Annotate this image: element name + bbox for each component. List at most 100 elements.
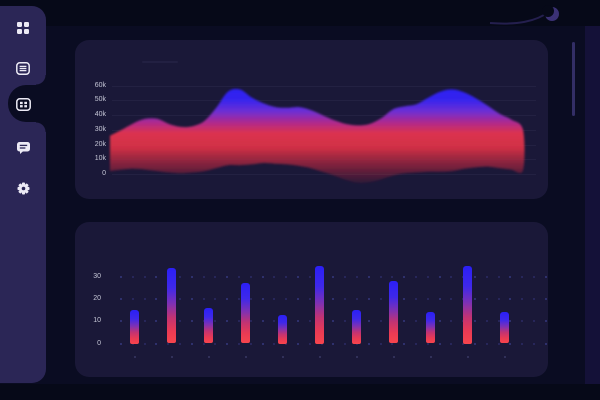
grid-dot bbox=[356, 342, 358, 345]
grid-dot bbox=[474, 320, 476, 323]
sidebar-item-overview-active[interactable] bbox=[0, 86, 46, 122]
grid-dot bbox=[415, 297, 417, 300]
y-tick-label: 10 bbox=[93, 317, 101, 325]
grid-dot bbox=[509, 320, 512, 323]
grid-dot bbox=[190, 275, 193, 278]
grid-dot bbox=[544, 275, 547, 278]
grid-dot bbox=[391, 342, 394, 345]
grid-dot bbox=[403, 342, 406, 345]
grid-dot bbox=[155, 342, 158, 345]
bar[interactable] bbox=[351, 310, 361, 344]
x-axis-marker-dot bbox=[393, 356, 395, 358]
grid-dot bbox=[131, 342, 134, 345]
x-axis-marker-dot bbox=[504, 356, 506, 358]
right-gutter bbox=[548, 26, 585, 384]
grid-dot bbox=[415, 275, 417, 278]
bar[interactable] bbox=[166, 267, 176, 344]
grid-dot bbox=[214, 320, 217, 323]
grid-dot bbox=[462, 342, 465, 345]
grid-dot bbox=[521, 297, 524, 300]
grid-dot bbox=[238, 320, 240, 323]
grid-dot bbox=[450, 342, 453, 345]
grid-dot bbox=[273, 320, 276, 323]
gridline bbox=[112, 100, 536, 102]
grid-dot bbox=[438, 297, 441, 300]
grid-dot bbox=[533, 275, 535, 278]
grid-dot bbox=[308, 342, 311, 345]
grid-dot bbox=[415, 320, 417, 323]
y-tick-label: 40k bbox=[94, 111, 106, 119]
grid-dot bbox=[485, 275, 488, 278]
grid-dot bbox=[509, 297, 512, 300]
bar-chart-panel: 30 20 10 0 bbox=[75, 222, 548, 377]
grid-dot bbox=[143, 320, 146, 323]
grid-dot bbox=[379, 320, 382, 323]
bar[interactable] bbox=[277, 314, 287, 344]
bar[interactable] bbox=[314, 265, 324, 344]
scrollbar-thumb[interactable] bbox=[572, 42, 575, 116]
bar[interactable] bbox=[462, 265, 472, 344]
grid-dot bbox=[238, 275, 240, 278]
sidebar-item-settings[interactable] bbox=[0, 170, 46, 206]
sidebar-item-dashboard[interactable] bbox=[0, 10, 46, 46]
grid-dot bbox=[214, 275, 217, 278]
grid-dot bbox=[214, 297, 217, 300]
grid-dot bbox=[438, 275, 441, 278]
sidebar-item-documents[interactable] bbox=[0, 50, 46, 86]
bottom-frame-strip bbox=[0, 384, 600, 400]
grid-dot bbox=[214, 342, 217, 345]
grid-dot bbox=[308, 275, 311, 278]
grid-dot bbox=[297, 275, 299, 278]
grid-dot bbox=[450, 275, 453, 278]
x-axis-marker-dot bbox=[171, 356, 173, 358]
grid-dot bbox=[332, 320, 335, 323]
grid-dot bbox=[521, 342, 524, 345]
grid-dot bbox=[226, 342, 229, 345]
grid-dot bbox=[273, 297, 276, 300]
grid-dot bbox=[544, 320, 547, 323]
grid-dot bbox=[533, 297, 535, 300]
bar[interactable] bbox=[240, 283, 250, 344]
grid-dot bbox=[509, 275, 512, 278]
top-frame-strip bbox=[0, 0, 600, 26]
bar[interactable] bbox=[203, 307, 213, 344]
grid-dot bbox=[179, 320, 181, 323]
grid-dot bbox=[261, 342, 264, 345]
grid-dot bbox=[120, 275, 122, 278]
y-tick-label: 20 bbox=[93, 294, 101, 302]
x-axis-marker-dot bbox=[430, 356, 432, 358]
grid-dot bbox=[403, 297, 406, 300]
y-tick-label: 30k bbox=[94, 125, 106, 133]
grid-dot bbox=[179, 342, 181, 345]
grid-dot bbox=[285, 275, 288, 278]
document-list-icon bbox=[16, 61, 30, 75]
grid-dot bbox=[485, 320, 488, 323]
grid-dot bbox=[332, 342, 335, 345]
grid-dot bbox=[285, 342, 288, 345]
bar[interactable] bbox=[129, 310, 139, 344]
grid-dot bbox=[509, 342, 512, 345]
y-tick-label: 0 bbox=[102, 170, 106, 177]
x-axis-marker-dot bbox=[134, 356, 136, 358]
panel-decor-line bbox=[142, 61, 178, 63]
grid-dot bbox=[438, 342, 441, 345]
grid-dot bbox=[249, 275, 252, 278]
grid-dot bbox=[155, 275, 158, 278]
sidebar-item-messages[interactable] bbox=[0, 130, 46, 166]
grid-dot bbox=[297, 320, 299, 323]
grid-dot bbox=[403, 275, 406, 278]
grid-dot bbox=[143, 297, 146, 300]
grid-dot bbox=[285, 297, 288, 300]
bar[interactable] bbox=[388, 281, 398, 344]
grid-dot bbox=[485, 297, 488, 300]
grid-dot bbox=[533, 320, 535, 323]
grid-dot bbox=[485, 342, 488, 345]
bar[interactable] bbox=[499, 312, 509, 344]
grid-dot bbox=[497, 275, 500, 278]
bar[interactable] bbox=[425, 312, 435, 344]
y-tick-label: 50k bbox=[94, 96, 106, 104]
grid-dot bbox=[367, 275, 370, 278]
grid-dot bbox=[379, 342, 382, 345]
grid-dot bbox=[155, 320, 158, 323]
grid-dot bbox=[332, 297, 335, 300]
